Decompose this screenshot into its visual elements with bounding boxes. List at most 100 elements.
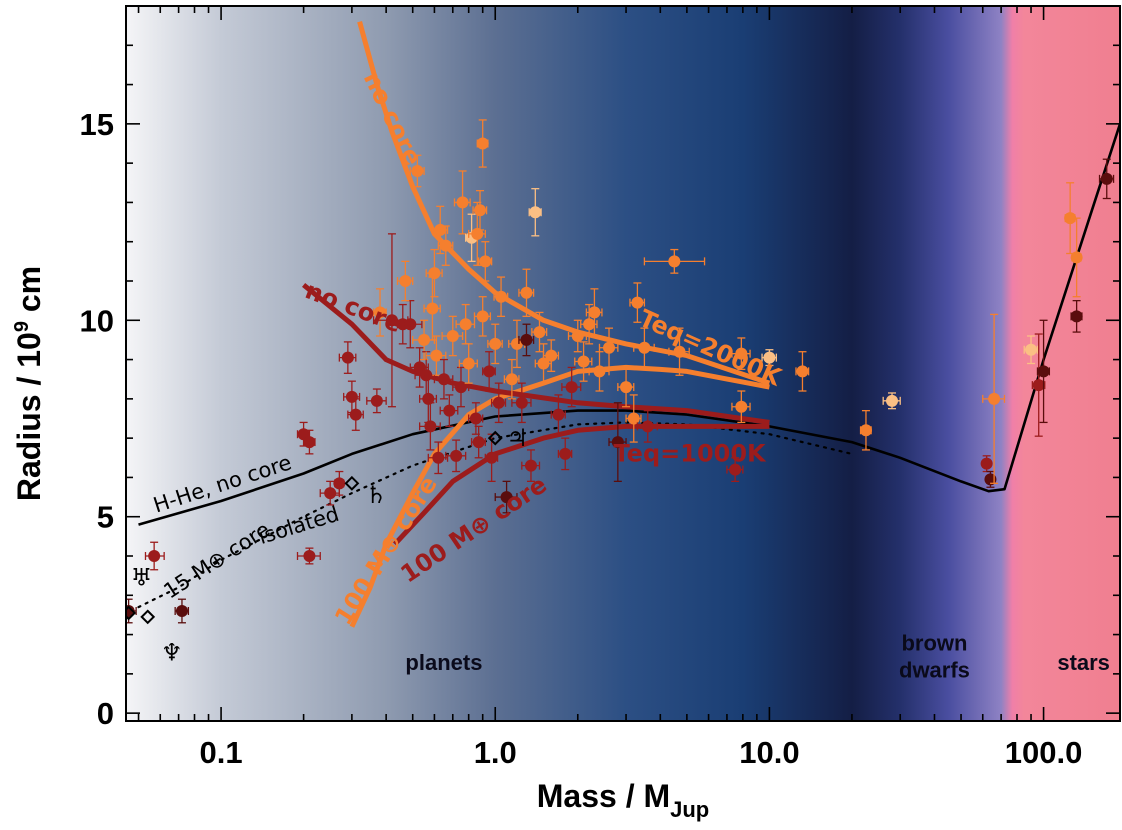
data-point-marker [430,349,443,362]
data-point [629,282,646,323]
data-point-marker [520,286,533,299]
x-tick-label: 0.1 [200,735,243,770]
data-point-marker [588,306,601,319]
data-point-marker [437,373,450,386]
data-point-marker [456,196,469,209]
data-point-marker [333,477,346,490]
data-point [982,313,1006,484]
data-point [484,433,499,483]
data-point-marker [485,451,498,464]
data-point [441,315,464,357]
data-point [585,288,603,337]
curve-label: Teq=1000K [614,440,768,468]
data-point-marker [552,408,565,421]
data-point-marker [446,330,459,342]
data-point-marker [1070,251,1083,264]
data-point-marker [505,373,518,386]
data-point [859,409,872,451]
data-point-marker [583,318,596,331]
data-point-marker [735,400,748,413]
data-point [472,189,488,231]
data-point-marker [500,491,513,504]
data-point [726,457,744,483]
data-point-marker [443,404,456,417]
region-label-line: stars [1057,650,1110,675]
data-point-marker [641,420,654,433]
data-point-marker [476,310,489,323]
data-point [608,402,627,483]
data-point [470,425,486,459]
data-point-marker [763,351,776,364]
plot-frame [125,5,1121,722]
data-point [531,311,548,353]
data-point [633,327,655,369]
data-point-marker [559,447,572,460]
data-point-marker [565,381,578,394]
data-point-marker [426,302,439,315]
data-point-marker [638,341,651,354]
data-point [338,341,357,374]
data-point [528,188,542,237]
y-tick-label: 5 [97,500,114,535]
region-label-stars: stars [1057,650,1110,675]
data-point [1070,217,1083,298]
data-point [1098,158,1115,200]
y-tick-label: 10 [80,303,114,338]
solar-system-saturn: ♄ [344,475,387,509]
data-point [302,429,316,455]
data-point-marker [424,420,437,433]
data-point-marker [1100,172,1113,185]
y-tick-label: 15 [80,107,114,142]
solar-system-uranus: ♅ [126,564,153,621]
data-point-marker [620,381,633,394]
region-label-brown-dwarfs: brown dwarfs [899,630,970,682]
data-point [439,394,459,428]
data-point-marker [422,392,435,405]
data-point-marker [349,408,362,421]
data-point-marker [324,487,337,500]
y-tick-label: 0 [97,696,114,731]
data-point-marker [489,337,502,350]
data-point-marker [673,345,686,358]
data-point [731,390,751,424]
data-point-marker [571,330,584,342]
data-point-marker [735,347,748,360]
data-point [511,382,532,424]
data-point-marker [439,239,452,252]
curve-0 [138,123,1120,526]
x-axis-title-main: Mass / M [537,778,670,814]
data-point-marker [471,227,484,240]
data-point [482,351,496,392]
data-point [588,351,610,392]
data-point-marker [345,390,358,403]
data-point [561,366,582,408]
data-point-marker [418,333,431,346]
data-point [1036,319,1051,424]
planet-symbol: ♄ [365,481,387,509]
data-point-marker [729,463,742,476]
data-point [437,225,454,266]
data-point-marker [984,473,997,486]
data-point-marker [469,412,482,425]
data-point-marker [459,318,472,331]
data-point-marker [434,223,447,236]
data-point-marker [988,392,1001,405]
planet-diamond [140,609,156,625]
data-point-marker [1070,310,1083,323]
data-point-marker [529,206,542,219]
x-tick-label: 10.0 [739,735,799,770]
data-point [396,299,423,349]
data-point-marker [533,326,546,339]
data-point [433,358,454,400]
data-point-marker [1032,379,1045,392]
data-point [476,119,489,168]
data-point [490,382,507,424]
data-point [427,441,449,475]
data-point-marker [627,412,640,425]
data-point [409,154,425,188]
data-point [521,449,541,483]
planet-symbol: ♅ [131,564,153,592]
x-axis-title: Mass / MJup [537,778,710,822]
data-point-marker [148,550,161,562]
